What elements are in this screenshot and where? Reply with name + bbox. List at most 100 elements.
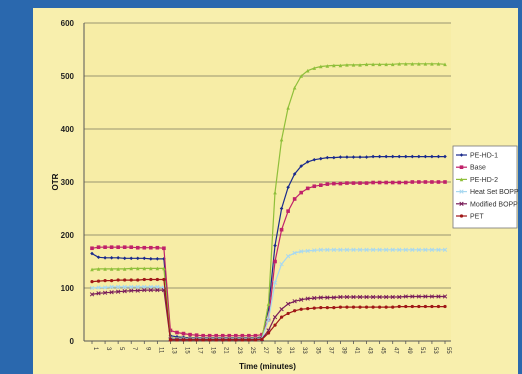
x-tick-label-37: 37 bbox=[327, 347, 333, 354]
point-s4-3 bbox=[109, 290, 114, 295]
point-s5-6 bbox=[129, 278, 133, 282]
point-s5-43 bbox=[371, 305, 375, 309]
x-tick-label-47: 47 bbox=[393, 347, 399, 354]
point-s2-38 bbox=[338, 63, 343, 68]
point-s2-43 bbox=[371, 62, 375, 67]
point-s0-39 bbox=[345, 155, 349, 159]
y-tick-label-0: 0 bbox=[70, 337, 75, 346]
point-s0-43 bbox=[371, 154, 375, 159]
point-s4-42 bbox=[364, 294, 369, 300]
point-s2-6 bbox=[129, 266, 134, 271]
point-s3-6 bbox=[129, 284, 134, 290]
point-s2-40 bbox=[351, 63, 356, 67]
point-s2-47 bbox=[397, 62, 402, 66]
point-s0-44 bbox=[377, 154, 382, 159]
point-s2-32 bbox=[299, 74, 303, 78]
point-s0-4 bbox=[116, 255, 120, 260]
point-s3-49 bbox=[410, 247, 415, 252]
point-s3-36 bbox=[325, 247, 330, 252]
point-s3-52 bbox=[429, 247, 435, 252]
legend-label-0: PE-HD-1 bbox=[470, 153, 498, 160]
point-s3-38 bbox=[338, 247, 343, 252]
point-s2-54 bbox=[443, 62, 447, 67]
point-s0-46 bbox=[390, 154, 395, 159]
point-s5-7 bbox=[136, 278, 140, 282]
point-s4-28 bbox=[272, 314, 278, 320]
point-s3-8 bbox=[142, 284, 147, 290]
point-s1-1 bbox=[96, 245, 101, 249]
point-s2-1 bbox=[96, 267, 101, 271]
point-s2-45 bbox=[384, 62, 388, 67]
point-s1-20 bbox=[220, 333, 225, 338]
point-s2-3 bbox=[109, 267, 114, 271]
point-s0-0 bbox=[90, 251, 94, 256]
point-s2-33 bbox=[305, 68, 310, 73]
y-tick-label-300: 300 bbox=[61, 178, 75, 187]
x-tick-label-33: 33 bbox=[301, 347, 307, 354]
point-s1-2 bbox=[103, 245, 107, 249]
point-s0-8 bbox=[142, 256, 147, 261]
point-s1-0 bbox=[90, 246, 94, 251]
point-s5-4 bbox=[116, 278, 120, 282]
point-s0-33 bbox=[305, 160, 310, 164]
point-s4-1 bbox=[96, 291, 101, 296]
point-s5-26 bbox=[260, 337, 264, 342]
point-s5-22 bbox=[234, 338, 238, 342]
point-s0-40 bbox=[351, 155, 356, 159]
point-s3-51 bbox=[423, 247, 428, 252]
point-s5-12 bbox=[168, 338, 173, 342]
point-s2-53 bbox=[436, 62, 441, 66]
point-s3-3 bbox=[109, 284, 114, 290]
point-s3-40 bbox=[351, 247, 356, 252]
point-s3-0 bbox=[89, 285, 95, 291]
point-s3-47 bbox=[397, 247, 402, 252]
point-s0-5 bbox=[122, 256, 127, 261]
point-s5-32 bbox=[299, 307, 303, 311]
point-s4-10 bbox=[155, 287, 160, 293]
legend-label-2: PE-HD-2 bbox=[470, 177, 498, 184]
point-s3-41 bbox=[357, 247, 363, 252]
point-s1-49 bbox=[410, 180, 415, 184]
point-s2-48 bbox=[403, 62, 408, 66]
legend-marker-4 bbox=[459, 201, 464, 206]
point-s3-1 bbox=[96, 285, 101, 290]
point-s3-2 bbox=[102, 285, 108, 290]
point-s4-46 bbox=[390, 294, 395, 300]
point-s0-37 bbox=[332, 155, 336, 160]
point-s5-21 bbox=[227, 338, 231, 342]
point-s5-47 bbox=[397, 304, 401, 309]
point-s1-45 bbox=[384, 180, 388, 185]
point-s5-34 bbox=[312, 306, 316, 310]
point-s4-43 bbox=[370, 294, 376, 300]
point-s2-34 bbox=[312, 66, 317, 70]
point-s0-32 bbox=[299, 164, 303, 168]
point-s4-52 bbox=[429, 294, 435, 299]
x-tick-label-17: 17 bbox=[197, 347, 203, 354]
point-s5-25 bbox=[253, 338, 258, 342]
point-s5-31 bbox=[293, 309, 297, 313]
point-s1-7 bbox=[135, 245, 140, 250]
point-s5-16 bbox=[194, 338, 199, 342]
x-tick-label-51: 51 bbox=[419, 347, 425, 354]
point-s2-52 bbox=[430, 62, 434, 66]
x-tick-label-39: 39 bbox=[340, 347, 346, 354]
point-s1-3 bbox=[109, 245, 114, 249]
point-s3-54 bbox=[442, 247, 448, 252]
point-s1-11 bbox=[162, 246, 166, 251]
point-s5-1 bbox=[96, 279, 101, 283]
x-tick-label-25: 25 bbox=[249, 347, 255, 354]
point-s5-3 bbox=[109, 278, 114, 283]
point-s3-33 bbox=[305, 248, 310, 254]
point-s1-12 bbox=[168, 328, 173, 333]
legend-marker-2 bbox=[459, 177, 464, 182]
point-s3-30 bbox=[285, 254, 291, 259]
point-s2-4 bbox=[116, 267, 120, 271]
point-s5-28 bbox=[273, 323, 277, 327]
point-s5-17 bbox=[201, 338, 205, 342]
point-s2-30 bbox=[286, 106, 290, 110]
point-s5-50 bbox=[417, 304, 421, 309]
point-s1-35 bbox=[318, 183, 323, 187]
x-tick-label-9: 9 bbox=[144, 347, 150, 351]
x-tick-label-43: 43 bbox=[367, 347, 373, 354]
